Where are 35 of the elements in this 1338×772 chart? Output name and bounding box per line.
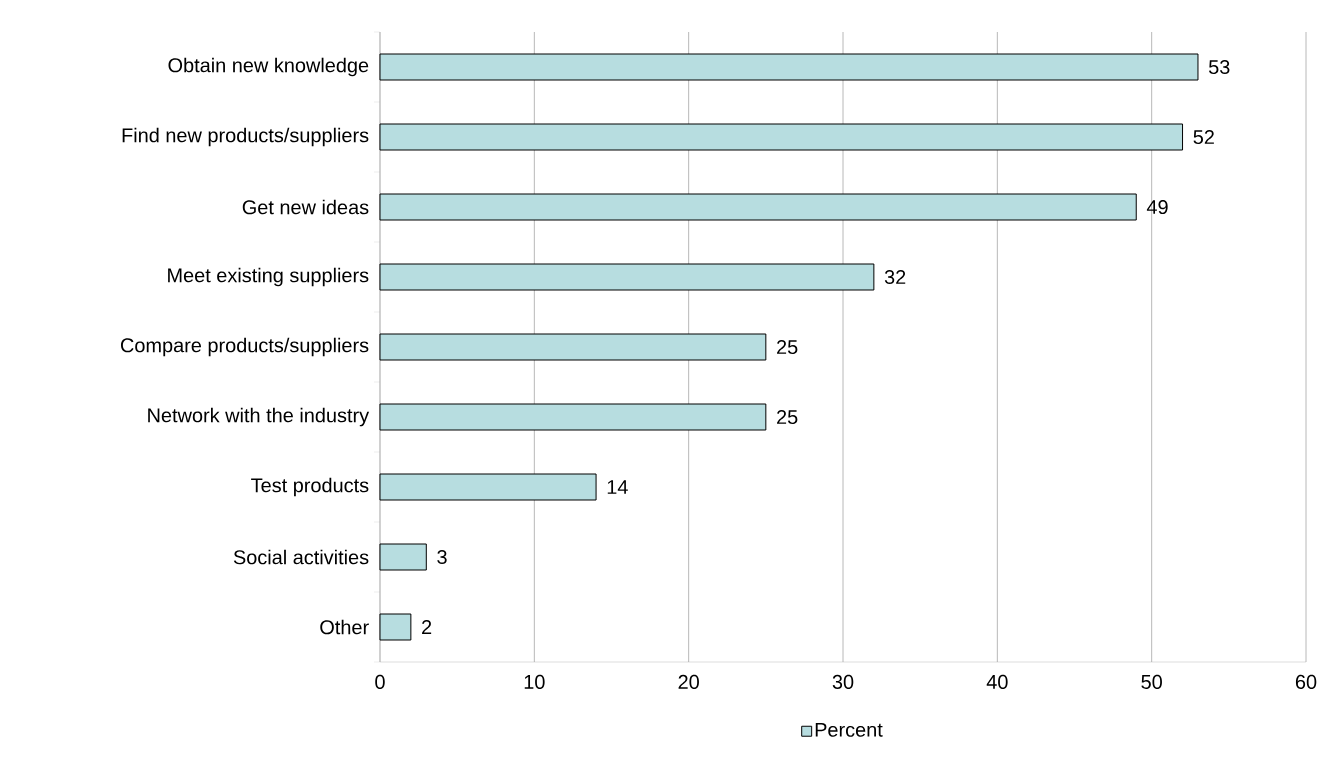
bar bbox=[379, 123, 1184, 151]
x-tick-label: 40 bbox=[986, 674, 1008, 689]
x-tick-label: 10 bbox=[524, 674, 545, 689]
data-label: 2 bbox=[422, 620, 432, 634]
y-tick-label: Obtain new knowledge bbox=[168, 57, 369, 77]
y-tick-label: Find new products/suppliers bbox=[122, 127, 369, 147]
x-tick-label: 60 bbox=[1295, 674, 1317, 689]
data-label: 52 bbox=[1193, 129, 1214, 145]
y-tick-label: Get new ideas bbox=[242, 199, 369, 215]
bar bbox=[379, 543, 427, 571]
data-label: 49 bbox=[1146, 199, 1168, 215]
y-tick-label: Test products bbox=[251, 477, 369, 497]
data-label: 32 bbox=[884, 269, 906, 285]
y-tick-label: Compare products/suppliers bbox=[120, 337, 369, 357]
bar bbox=[379, 263, 875, 291]
data-label: 3 bbox=[437, 549, 447, 565]
y-tick-label: Other bbox=[320, 619, 369, 635]
bar bbox=[379, 403, 767, 431]
data-label: 25 bbox=[777, 409, 798, 425]
y-tick-label: Network with the industry bbox=[148, 407, 370, 427]
bar bbox=[379, 53, 1199, 81]
bar bbox=[379, 333, 767, 361]
data-label: 53 bbox=[1208, 59, 1230, 75]
x-tick-label: 50 bbox=[1141, 674, 1162, 689]
x-tick-label: 0 bbox=[375, 674, 385, 689]
bar bbox=[379, 473, 597, 501]
legend-label: Percent bbox=[815, 722, 883, 737]
x-tick-label: 30 bbox=[832, 674, 854, 689]
x-tick-label: 20 bbox=[678, 674, 699, 689]
data-label: 14 bbox=[607, 480, 628, 494]
data-label: 25 bbox=[777, 339, 798, 355]
y-tick-label: Meet existing suppliers bbox=[168, 267, 369, 287]
bar bbox=[379, 193, 1137, 221]
bar bbox=[379, 613, 412, 641]
y-tick-label: Social activities bbox=[233, 549, 369, 565]
